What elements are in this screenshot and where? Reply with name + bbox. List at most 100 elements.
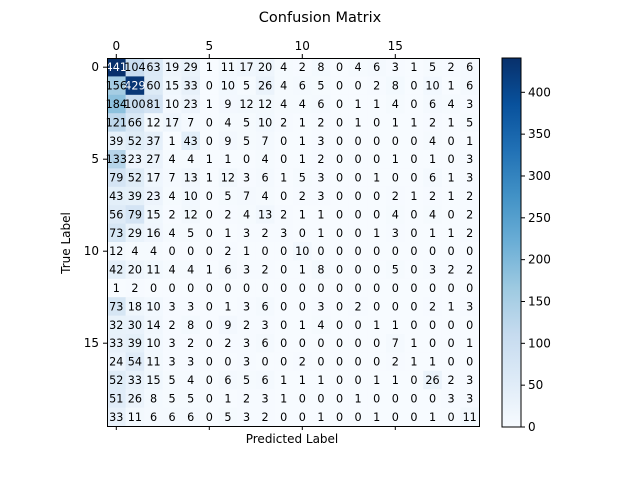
cell-value-label: 11 <box>146 264 160 277</box>
heatmap-cell <box>348 315 368 335</box>
heatmap-cell <box>348 186 368 206</box>
heatmap-cell <box>348 205 368 225</box>
cell-value-label: 0 <box>280 282 287 295</box>
heatmap-cell <box>125 407 145 427</box>
cell-value-label: 29 <box>184 61 198 74</box>
cell-value-label: 0 <box>336 116 343 129</box>
heatmap-cell <box>423 76 443 96</box>
cell-value-label: 0 <box>299 282 306 295</box>
heatmap-cell <box>255 315 275 335</box>
cell-value-label: 133 <box>106 153 127 166</box>
cell-value-label: 10 <box>146 300 160 313</box>
cell-value-label: 0 <box>429 319 436 332</box>
cell-value-label: 2 <box>169 319 176 332</box>
cell-value-label: 0 <box>410 411 417 424</box>
heatmap-cell <box>162 334 182 353</box>
cell-value-label: 0 <box>448 282 455 295</box>
cell-value-label: 33 <box>109 411 123 424</box>
cell-value-label: 0 <box>392 411 399 424</box>
heatmap-cell <box>367 131 387 151</box>
heatmap-cell <box>460 297 480 317</box>
cell-value-label: 17 <box>165 116 179 129</box>
cell-value-label: 10 <box>295 245 309 258</box>
heatmap-cell <box>423 223 443 243</box>
heatmap-cell <box>274 205 294 225</box>
cell-value-label: 0 <box>280 300 287 313</box>
heatmap-cell <box>330 168 350 188</box>
heatmap-cell <box>107 94 127 114</box>
cell-value-label: 0 <box>448 319 455 332</box>
heatmap-cell <box>125 168 145 188</box>
cell-value-label: 4 <box>299 98 306 111</box>
heatmap-cell <box>293 297 313 317</box>
heatmap-cell <box>441 407 461 427</box>
cell-value-label: 0 <box>262 282 269 295</box>
cell-value-label: 2 <box>224 208 231 221</box>
cell-value-label: 2 <box>355 300 362 313</box>
cell-value-label: 0 <box>336 98 343 111</box>
y-tick-label: 15 <box>84 336 99 350</box>
heatmap-cell <box>348 334 368 353</box>
heatmap-cell <box>144 58 164 77</box>
cell-value-label: 184 <box>106 98 127 111</box>
cell-value-label: 3 <box>280 227 287 240</box>
heatmap-cell <box>125 315 145 335</box>
heatmap-cell <box>386 278 406 298</box>
cell-value-label: 1 <box>410 337 417 350</box>
heatmap-cell <box>237 131 257 151</box>
heatmap-cell <box>200 370 220 390</box>
cell-value-label: 4 <box>131 245 138 258</box>
cell-value-label: 0 <box>206 356 213 369</box>
cell-value-label: 0 <box>206 300 213 313</box>
heatmap-cell <box>441 131 461 151</box>
cell-value-label: 4 <box>169 153 176 166</box>
cell-value-label: 2 <box>448 264 455 277</box>
cell-value-label: 2 <box>187 337 194 350</box>
cell-value-label: 32 <box>109 319 123 332</box>
x-tick-label: 15 <box>388 39 403 53</box>
heatmap-cell <box>441 370 461 390</box>
cell-value-label: 0 <box>429 337 436 350</box>
cell-value-label: 2 <box>392 190 399 203</box>
cell-value-label: 0 <box>206 392 213 405</box>
cell-value-label: 6 <box>317 98 324 111</box>
heatmap-cell <box>441 168 461 188</box>
heatmap-cell <box>274 113 294 133</box>
cell-value-label: 5 <box>243 80 250 93</box>
cell-value-label: 0 <box>410 245 417 258</box>
heatmap-cell <box>460 223 480 243</box>
heatmap-cell <box>404 278 424 298</box>
heatmap-cell <box>162 370 182 390</box>
cell-value-label: 43 <box>184 135 198 148</box>
cell-value-label: 1 <box>373 98 380 111</box>
colorbar-ticks: 0 50 100 150 200 250 300 350 400 <box>521 85 551 434</box>
heatmap-cell <box>237 352 257 372</box>
cell-value-label: 1 <box>224 227 231 240</box>
heatmap-cell <box>330 278 350 298</box>
heatmap-cell <box>125 334 145 353</box>
heatmap-cell <box>330 297 350 317</box>
heatmap-cell <box>460 389 480 409</box>
heatmap-cell <box>311 58 331 77</box>
cell-value-label: 0 <box>466 356 473 369</box>
heatmap-cell <box>460 242 480 261</box>
heatmap-cell <box>460 58 480 77</box>
cell-value-label: 1 <box>448 190 455 203</box>
cell-value-label: 10 <box>184 190 198 203</box>
cell-value-label: 4 <box>280 80 287 93</box>
heatmap-cell <box>348 168 368 188</box>
cell-value-label: 60 <box>146 80 160 93</box>
heatmap-cell <box>125 205 145 225</box>
cell-value-label: 12 <box>258 98 272 111</box>
cell-value-label: 0 <box>299 300 306 313</box>
cell-value-label: 0 <box>466 245 473 258</box>
cell-value-label: 24 <box>109 356 123 369</box>
heatmap-cell <box>404 113 424 133</box>
cell-value-label: 1 <box>373 172 380 185</box>
cell-value-label: 79 <box>109 172 123 185</box>
heatmap-cell <box>293 334 313 353</box>
heatmap-cell <box>367 76 387 96</box>
cell-value-label: 5 <box>169 374 176 387</box>
heatmap-cell <box>386 315 406 335</box>
cell-value-label: 0 <box>429 245 436 258</box>
